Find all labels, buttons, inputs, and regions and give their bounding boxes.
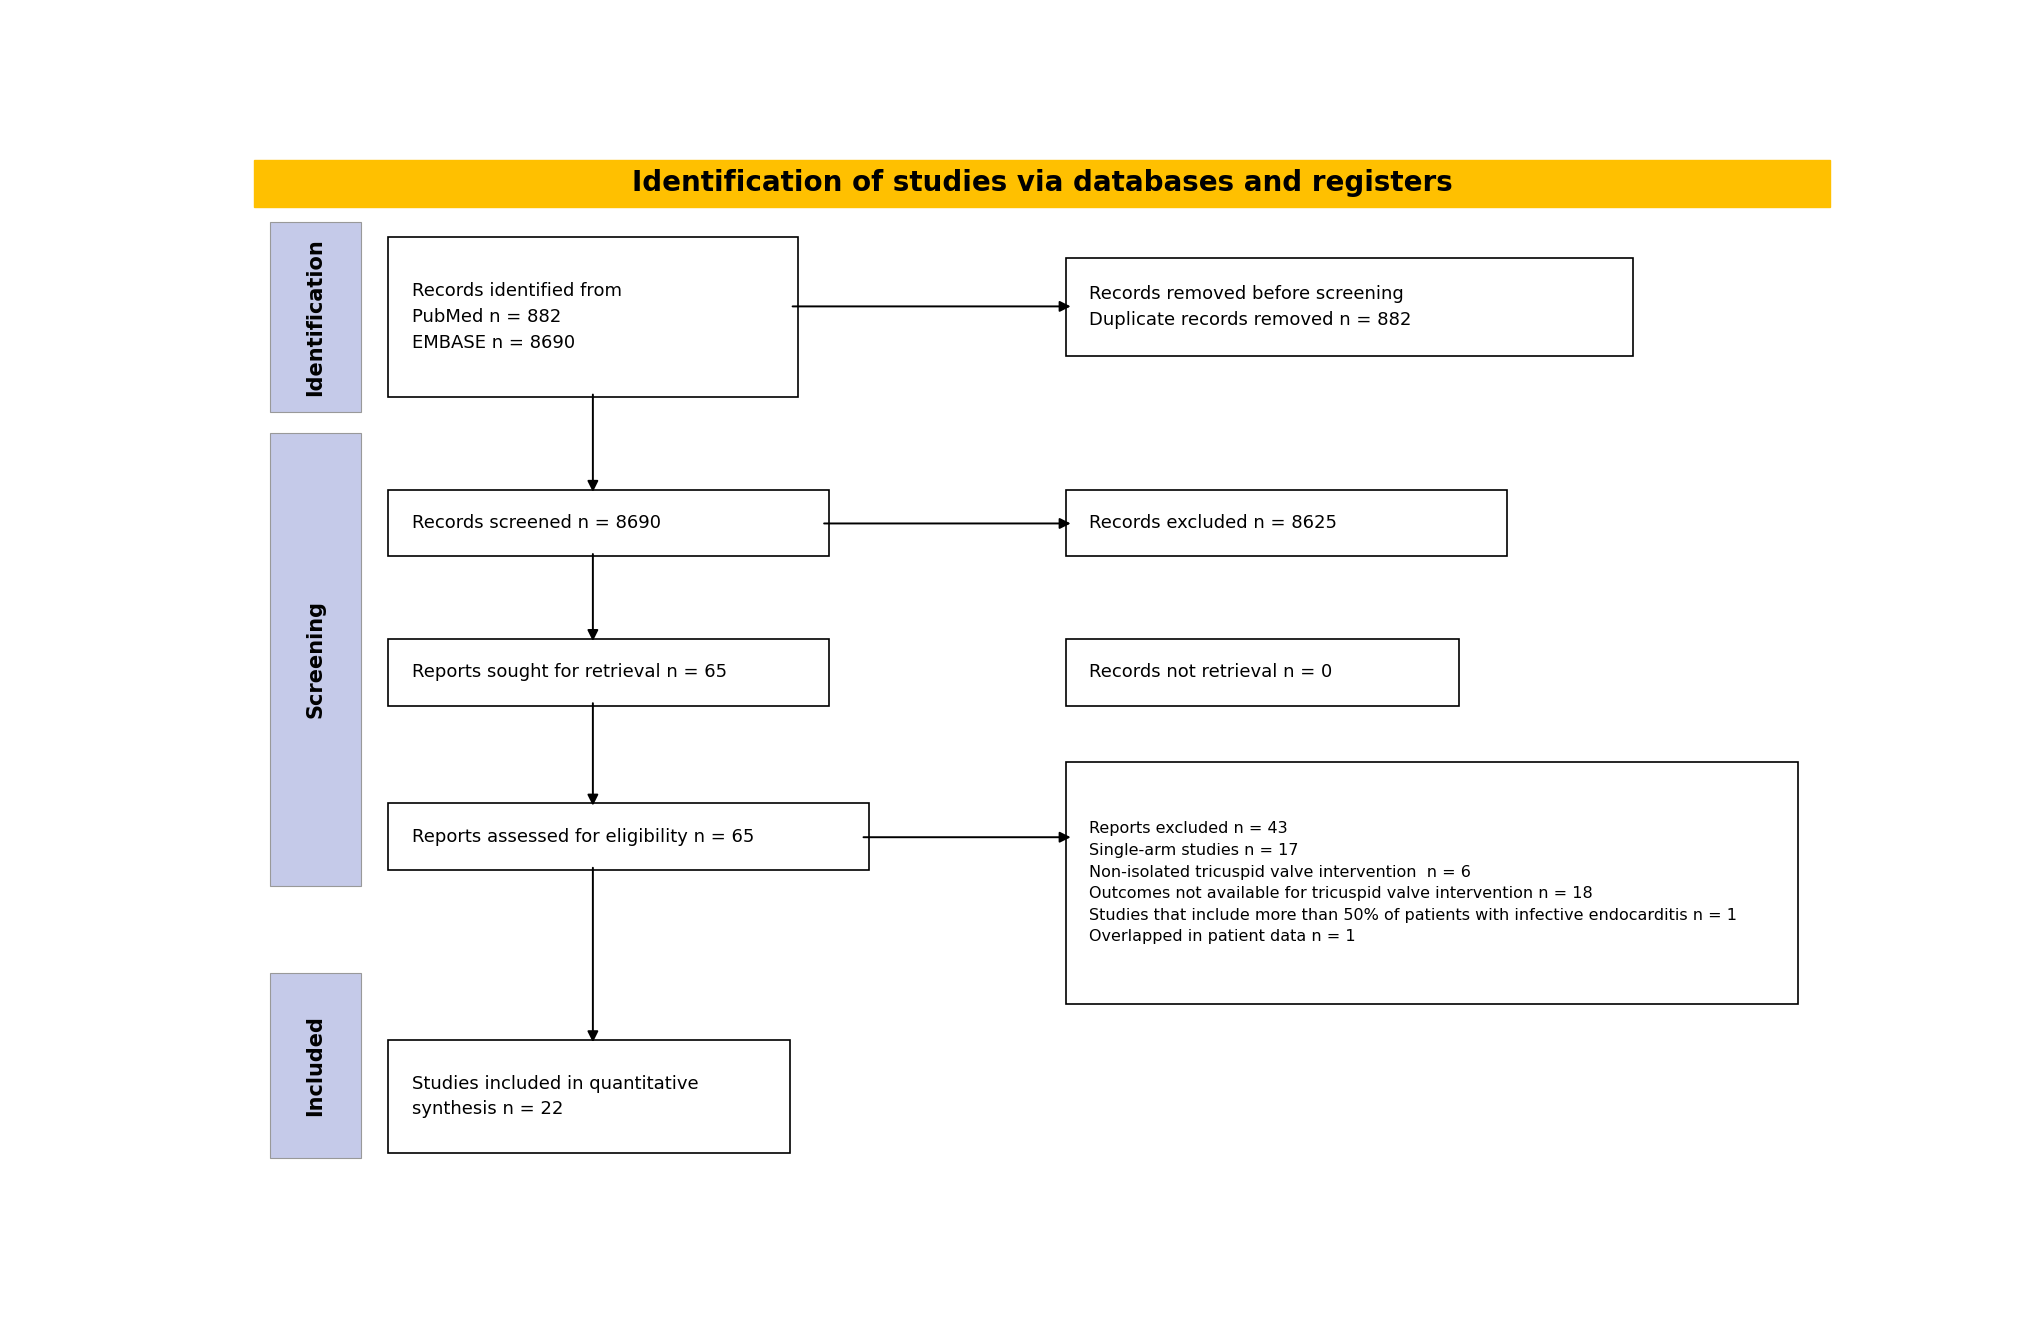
FancyBboxPatch shape [1065,258,1632,355]
Text: Reports sought for retrieval n = 65: Reports sought for retrieval n = 65 [410,663,727,681]
FancyBboxPatch shape [1065,639,1459,705]
Text: Records identified from
PubMed n = 882
EMBASE n = 8690: Records identified from PubMed n = 882 E… [410,282,622,351]
Text: Records screened n = 8690: Records screened n = 8690 [410,514,660,532]
Text: Identification: Identification [305,238,325,395]
FancyBboxPatch shape [270,973,362,1158]
Text: Records not retrieval n = 0: Records not retrieval n = 0 [1089,663,1331,681]
FancyBboxPatch shape [388,639,829,705]
FancyBboxPatch shape [388,238,797,397]
FancyBboxPatch shape [388,803,868,870]
FancyBboxPatch shape [254,160,1829,207]
FancyBboxPatch shape [1065,489,1506,556]
FancyBboxPatch shape [388,489,829,556]
FancyBboxPatch shape [270,222,362,413]
FancyBboxPatch shape [1065,762,1798,1003]
Text: Screening: Screening [305,600,325,719]
Text: Reports assessed for eligibility n = 65: Reports assessed for eligibility n = 65 [410,828,754,846]
FancyBboxPatch shape [270,433,362,886]
Text: Included: Included [305,1015,325,1116]
Text: Records removed before screening
Duplicate records removed n = 882: Records removed before screening Duplica… [1089,285,1410,329]
Text: Records excluded n = 8625: Records excluded n = 8625 [1089,514,1337,532]
Text: Identification of studies via databases and registers: Identification of studies via databases … [632,170,1451,198]
Text: Studies included in quantitative
synthesis n = 22: Studies included in quantitative synthes… [410,1074,697,1118]
FancyBboxPatch shape [388,1039,788,1153]
Text: Reports excluded n = 43
Single-arm studies n = 17
Non-isolated tricuspid valve i: Reports excluded n = 43 Single-arm studi… [1089,822,1735,945]
